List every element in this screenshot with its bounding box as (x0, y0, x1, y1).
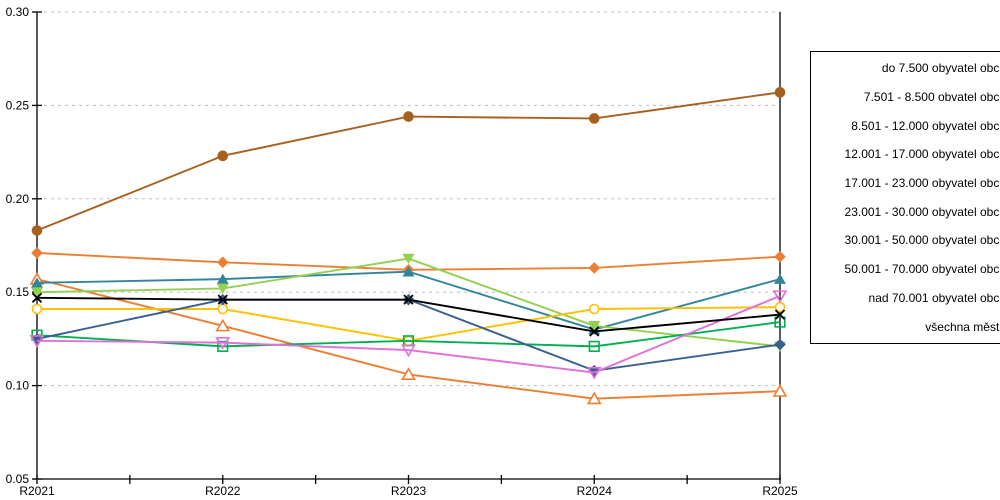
y-tick-label: 0.15 (6, 285, 30, 299)
marker-circle-filled (774, 87, 786, 98)
legend-item: 23.001 - 30.000 obyvatel obce (844, 204, 1000, 219)
x-tick-label: R2024 (577, 484, 613, 498)
marker-circle-filled (588, 113, 600, 124)
marker-diamond-filled (588, 364, 601, 377)
legend-item: všechna města (925, 319, 1000, 334)
series-line-8 (36, 295, 781, 374)
marker-triangle-open (215, 318, 231, 332)
marker-triangle-down-open (401, 344, 416, 358)
marker-triangle-down-open (29, 335, 45, 348)
marker-diamond-filled (216, 256, 229, 269)
marker-triangle-down-open (772, 290, 788, 304)
marker-x (403, 294, 414, 305)
marker-triangle-down-open (586, 366, 602, 380)
marker-x (217, 294, 228, 305)
x-tick-label: R2022 (205, 484, 241, 498)
y-tick-label: 0.25 (6, 98, 30, 112)
marker-triangle-filled (402, 266, 415, 277)
marker-triangle-down-filled (588, 321, 601, 332)
legend-item: 17.001 - 23.000 obyvatel obce (844, 176, 1000, 191)
marker-x (31, 292, 43, 303)
x-tick-label: R2025 (762, 484, 798, 498)
legend-item: nad 70.001 obyvatel obce (868, 290, 1000, 305)
y-tick-label: 0.20 (6, 192, 30, 206)
y-tick-label: 0.10 (6, 379, 30, 393)
x-tick-label: R2023 (391, 484, 427, 498)
marker-triangle-filled (31, 277, 43, 288)
legend-item: do 7.500 obyvatel obce (881, 61, 1000, 76)
x-tick-label: R2021 (19, 484, 55, 498)
legend-item: 7.501 - 8.500 obvatel obce (863, 90, 1000, 105)
marker-x (774, 309, 786, 320)
legend-item: 50.001 - 70.000 obyvatel obce (844, 262, 1000, 277)
marker-square-open (774, 316, 786, 328)
marker-triangle-open (586, 391, 602, 405)
legend-item: 30.001 - 50.000 obyvatel obce (844, 233, 1000, 248)
marker-triangle-down-open (215, 337, 231, 350)
marker-diamond-filled (588, 262, 601, 274)
marker-diamond-filled (774, 338, 786, 351)
marker-triangle-open (772, 384, 788, 397)
marker-x (589, 326, 600, 337)
marker-square-open (217, 340, 229, 352)
marker-square-open (588, 340, 600, 352)
marker-triangle-down-filled (402, 253, 415, 265)
legend-item: 8.501 - 12.000 obyvatel obce (851, 118, 1000, 133)
marker-triangle-down-filled (216, 283, 229, 294)
marker-diamond-filled (31, 247, 43, 259)
marker-circle-open (217, 303, 229, 315)
marker-circle-filled (217, 150, 229, 162)
marker-triangle-filled (216, 273, 229, 284)
marker-diamond-filled (31, 333, 43, 345)
marker-diamond-filled (774, 250, 786, 263)
marker-circle-filled (31, 225, 43, 236)
legend: do 7.500 obyvatel obce 7.501 - 8.500 obva… (810, 51, 1000, 344)
legend-item: 12.001 - 17.000 obyvatel obce (844, 147, 1000, 162)
marker-circle-open (588, 303, 600, 315)
marker-circle-open (31, 303, 43, 315)
y-tick-label: 0.05 (6, 472, 30, 486)
y-tick-label: 0.30 (6, 5, 30, 19)
marker-circle-filled (403, 111, 414, 122)
marker-triangle-filled (774, 273, 786, 284)
marker-triangle-open (401, 367, 416, 380)
marker-triangle-down-filled (31, 287, 43, 298)
